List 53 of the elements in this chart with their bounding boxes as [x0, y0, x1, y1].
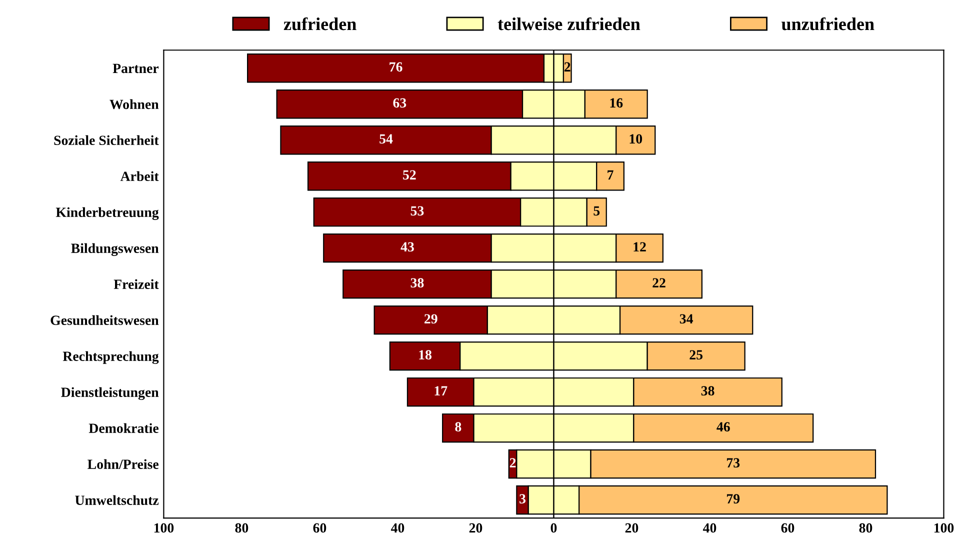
data-label: 79 [726, 494, 740, 504]
data-label: 76 [390, 62, 402, 72]
data-label: 52 [403, 170, 416, 180]
data-label: 12 [634, 242, 646, 252]
x-tick-label: 100 [934, 523, 954, 533]
x-tick-label: 20 [469, 523, 482, 533]
data-label: 18 [419, 350, 432, 360]
y-tick-label: Soziale Sicherheit [54, 135, 159, 146]
data-label: 3 [520, 494, 526, 504]
y-tick-label: Demokratie [88, 423, 158, 433]
data-label: 10 [630, 134, 642, 144]
x-tick-label: 40 [702, 523, 716, 533]
legend-label: zufrieden [284, 17, 356, 30]
data-label: 25 [690, 350, 703, 360]
data-label: 38 [701, 386, 714, 396]
data-label: 43 [400, 242, 414, 252]
data-label: 2 [564, 62, 570, 72]
x-tick-label: 40 [390, 523, 404, 533]
y-tick-label: Wohnen [110, 99, 159, 110]
legend-label: unzufrieden [782, 17, 874, 30]
data-label: 34 [680, 314, 694, 324]
data-label: 63 [393, 98, 406, 108]
y-tick-label: Kinderbetreuung [56, 207, 159, 220]
x-tick-label: 80 [859, 523, 872, 533]
data-label: 73 [726, 458, 740, 468]
data-label: 16 [610, 98, 623, 108]
y-tick-label: Umweltschutz [75, 495, 159, 506]
data-label: 5 [594, 206, 600, 216]
x-tick-label: 20 [625, 523, 638, 533]
x-tick-label: 60 [313, 523, 326, 533]
data-label: 2 [510, 458, 516, 468]
data-label: 7 [608, 170, 614, 180]
legend-label: teilweise zufrieden [498, 17, 640, 30]
data-label: 29 [424, 314, 438, 324]
y-tick-label: Dienstleistungen [61, 387, 159, 400]
data-label: 22 [652, 278, 666, 288]
data-label: 17 [434, 386, 448, 396]
data-label: 8 [455, 422, 462, 432]
data-label: 38 [410, 278, 424, 288]
data-label: 46 [716, 422, 730, 432]
data-label: 53 [410, 206, 424, 216]
x-tick-label: 0 [550, 523, 557, 533]
data-label: 54 [380, 134, 393, 144]
y-tick-label: Rechtsprechung [62, 351, 159, 364]
x-tick-label: 100 [154, 523, 174, 533]
y-tick-label: Arbeit [120, 171, 159, 182]
y-tick-label: Partner [112, 64, 159, 74]
y-tick-label: Gesundheitswesen [50, 315, 159, 326]
y-tick-label: Bildungswesen [71, 243, 159, 256]
y-tick-label: Lohn/Preise [88, 459, 158, 469]
y-tick-label: Freizeit [114, 279, 159, 290]
x-tick-label: 60 [781, 523, 794, 533]
x-tick-label: 80 [235, 523, 248, 533]
